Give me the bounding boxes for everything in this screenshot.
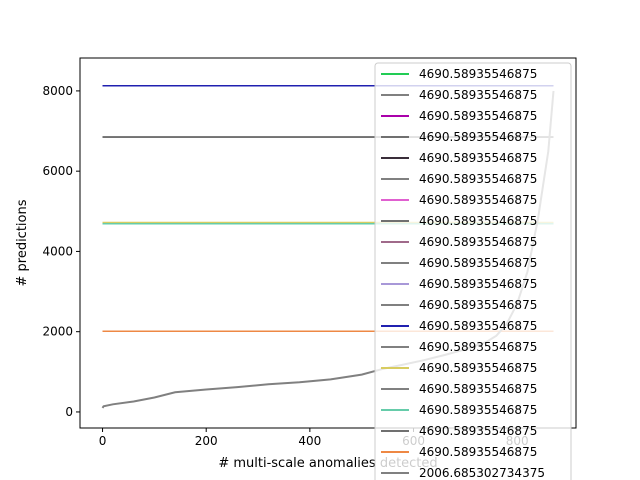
x-tick-label: 0 bbox=[99, 434, 107, 448]
legend-label: 4690.58935546875 bbox=[419, 235, 537, 249]
y-tick-label: 6000 bbox=[42, 164, 73, 178]
legend-label: 4690.58935546875 bbox=[419, 67, 537, 81]
legend-label: 4690.58935546875 bbox=[419, 382, 537, 396]
legend-label: 4690.58935546875 bbox=[419, 340, 537, 354]
axes-frame bbox=[79, 57, 577, 429]
y-tick-label: 8000 bbox=[42, 84, 73, 98]
legend-label: 4690.58935546875 bbox=[419, 445, 537, 459]
legend: 4690.58935546875 4690.58935546875 4690.589… bbox=[374, 62, 572, 480]
y-tick-label: 0 bbox=[65, 405, 73, 419]
y-axis-ticks: 0 2000 4000 6000 8000 bbox=[42, 84, 80, 419]
legend-label: 4690.58935546875 bbox=[419, 403, 537, 417]
legend-label: 4690.58935546875 bbox=[419, 151, 537, 165]
y-tick-label: 2000 bbox=[42, 325, 73, 339]
legend-label: 4690.58935546875 bbox=[419, 424, 537, 438]
legend-label: 2006.685302734375 bbox=[419, 466, 545, 480]
legend-label: 4690.58935546875 bbox=[419, 361, 537, 375]
legend-label: 4690.58935546875 bbox=[419, 172, 537, 186]
legend-label: 4690.58935546875 bbox=[419, 130, 537, 144]
y-axis-label: # predictions bbox=[15, 199, 30, 286]
legend-label: 4690.58935546875 bbox=[419, 319, 537, 333]
legend-label: 4690.58935546875 bbox=[419, 109, 537, 123]
x-tick-label: 400 bbox=[298, 434, 321, 448]
legend-label: 4690.58935546875 bbox=[419, 298, 537, 312]
legend-label: 4690.58935546875 bbox=[419, 277, 537, 291]
x-tick-label: 200 bbox=[195, 434, 218, 448]
legend-frame bbox=[374, 62, 572, 480]
legend-label: 4690.58935546875 bbox=[419, 193, 537, 207]
legend-label: 4690.58935546875 bbox=[419, 214, 537, 228]
legend-label: 4690.58935546875 bbox=[419, 256, 537, 270]
legend-label: 4690.58935546875 bbox=[419, 88, 537, 102]
y-tick-label: 4000 bbox=[42, 244, 73, 258]
